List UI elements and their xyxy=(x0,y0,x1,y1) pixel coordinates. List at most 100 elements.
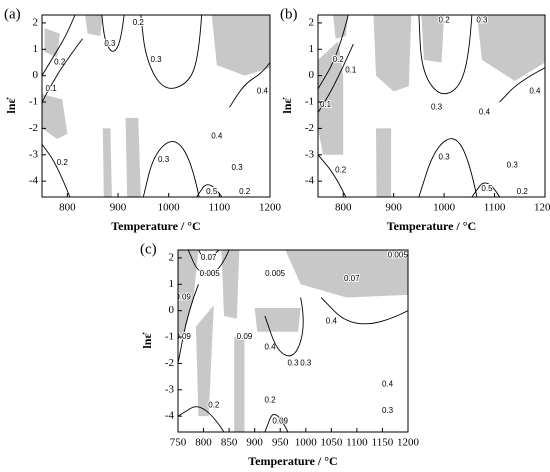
contour-label: 0.005 xyxy=(388,250,409,259)
panel-label: (a) xyxy=(4,6,21,22)
x-tick-label: 1000 xyxy=(158,202,181,214)
instability-region xyxy=(285,250,408,298)
y-tick-label: -3 xyxy=(29,148,39,160)
contour-label: 0.2 xyxy=(57,158,69,167)
instability-region xyxy=(234,337,245,432)
y-axis-title: lnε̇ xyxy=(280,97,294,113)
plot-area: 0.3 0.3 0.2 0.2 0.1 0.4 0.4 0.3 0.3 0.5 0.2 0.2 xyxy=(42,15,270,197)
instability-region xyxy=(178,250,199,338)
contour-label: 0.2 xyxy=(439,15,451,24)
instability-region xyxy=(373,15,412,92)
contour-label: 0.1 xyxy=(320,100,332,109)
contour-label: 0.3 xyxy=(431,102,443,111)
instability-region xyxy=(476,15,545,81)
y-tick-label: 1 xyxy=(169,278,175,290)
contour-label: 0.005 xyxy=(265,269,286,278)
contour-label: 0.2 xyxy=(54,58,66,67)
plot-area: 0.30.30.40.40.20.20.10.10.30.30.50.20.2 xyxy=(318,15,545,197)
contour-label: 0.4 xyxy=(264,343,276,352)
instability-region xyxy=(254,308,301,332)
instability-region xyxy=(318,41,344,155)
x-tick-label: 900 xyxy=(110,202,127,214)
contour-line xyxy=(320,297,408,325)
y-tick-label: -3 xyxy=(305,148,315,160)
x-tick-label: 1100 xyxy=(346,437,368,449)
contour-label: 0.3 xyxy=(150,55,162,64)
contour-line xyxy=(499,67,545,103)
y-tick-label: 2 xyxy=(169,251,175,263)
instability-region xyxy=(195,305,214,417)
contour-line xyxy=(42,143,71,197)
panel-label: (c) xyxy=(140,241,157,257)
y-tick-label: 0 xyxy=(309,69,315,81)
contour-label: 0.3 xyxy=(232,163,244,172)
contour-line xyxy=(418,138,478,197)
x-tick-label: 1100 xyxy=(209,202,231,214)
y-tick-label: 2 xyxy=(309,16,315,28)
instability-region xyxy=(211,15,270,76)
y-tick-label: 0 xyxy=(169,304,175,316)
x-tick-label: 1000 xyxy=(433,202,456,214)
contour-label: 0.5 xyxy=(206,187,218,196)
contour-line xyxy=(142,141,200,197)
contour-label: 0.2 xyxy=(264,395,276,404)
contour-label: 0.2 xyxy=(517,187,529,196)
instability-region xyxy=(85,15,103,37)
contour-label: 0.4 xyxy=(479,108,491,117)
contour-label: 0.4 xyxy=(326,316,338,325)
x-tick-label: 750 xyxy=(170,437,187,449)
contour-label: 0.3 xyxy=(300,359,312,368)
plot-frame xyxy=(317,14,546,198)
contour-line xyxy=(264,414,289,432)
contour-label: 0.2 xyxy=(239,187,251,196)
contour-line xyxy=(42,15,76,76)
contour-label: 0.3 xyxy=(439,153,451,162)
plot-frame xyxy=(177,249,409,433)
contour-line xyxy=(318,43,354,113)
contour-line xyxy=(318,15,349,90)
contour-label: 0.3 xyxy=(158,155,170,164)
y-tick-label: -2 xyxy=(165,357,174,369)
contour-label: 0.3 xyxy=(104,39,116,48)
contour-label: 0.09 xyxy=(175,293,191,302)
contour-line xyxy=(101,15,125,52)
x-tick-label: 950 xyxy=(272,437,289,449)
contour-line xyxy=(471,182,500,197)
y-tick-label: 2 xyxy=(33,16,39,28)
x-tick-label: 1000 xyxy=(295,437,318,449)
plot-area: 0.07 0.07 0.005 0.005 0.005 0.09 0.09 0.09 0.4 0.… xyxy=(175,250,409,432)
y-tick-label: -2 xyxy=(305,122,314,134)
x-axis-title: Temperature / °C xyxy=(387,219,476,233)
contour-line xyxy=(187,250,230,275)
x-axis-title: Temperature / °C xyxy=(248,454,337,468)
instability-region xyxy=(44,28,60,58)
x-tick-label: 800 xyxy=(59,202,76,214)
instability-region xyxy=(376,128,392,197)
contour-label: 0.1 xyxy=(345,66,357,75)
contour-label: 0.2 xyxy=(133,18,145,27)
y-axis-title: lnε̇ xyxy=(4,97,18,113)
instability-region xyxy=(42,94,68,139)
instability-region xyxy=(125,117,141,197)
contour-label: 0.3 xyxy=(507,160,519,169)
y-tick-label: -4 xyxy=(305,175,315,187)
x-axis-title: Temperature / °C xyxy=(111,219,200,233)
contour-line xyxy=(264,297,304,357)
y-tick-label: -1 xyxy=(29,96,38,108)
instability-region xyxy=(421,15,445,63)
y-tick-label: -1 xyxy=(305,96,314,108)
contour-label: 0.3 xyxy=(382,406,394,415)
x-tick-label: 800 xyxy=(335,202,352,214)
contour-label: 0.5 xyxy=(481,184,493,193)
x-tick-label: 1050 xyxy=(320,437,343,449)
contour-line xyxy=(418,15,473,95)
contour-label: 0.4 xyxy=(382,380,394,389)
contour-label: 0.09 xyxy=(272,417,288,426)
contour-label: 0.07 xyxy=(344,274,360,283)
contour-label: 0.09 xyxy=(237,332,253,341)
plot-frame xyxy=(41,14,271,198)
y-tick-label: 0 xyxy=(33,69,39,81)
contour-line xyxy=(140,15,203,89)
x-tick-label: 1100 xyxy=(484,202,506,214)
